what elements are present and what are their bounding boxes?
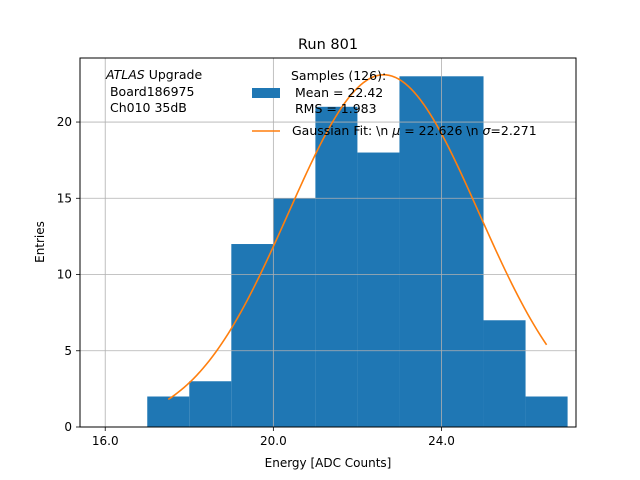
svg-text:ATLAS Upgrade: ATLAS Upgrade xyxy=(105,67,202,82)
legend-samples-line1: Samples (126): xyxy=(291,68,386,83)
y-tick-label: 20 xyxy=(57,115,72,129)
histogram-bar xyxy=(315,106,358,427)
plot-frame xyxy=(79,57,577,428)
x-tick-label: 24.0 xyxy=(428,434,455,448)
channel-label: Ch010 35dB xyxy=(106,100,187,115)
y-axis-ticks: 0 5 10 15 20 xyxy=(57,115,80,434)
legend-fit-label: Gaussian Fit: \n μ = 22.626 \n σ=2.271 xyxy=(292,123,537,138)
y-axis-label: Entries xyxy=(33,221,47,263)
histogram-bar xyxy=(441,76,484,428)
board-label: Board186975 xyxy=(106,84,194,99)
y-tick-label: 0 xyxy=(64,420,72,434)
x-tick-label: 20.0 xyxy=(260,434,287,448)
y-tick-label: 10 xyxy=(57,268,72,282)
legend-samples-line2: Mean = 22.42 xyxy=(291,85,383,100)
x-tick-label: 16.0 xyxy=(92,434,119,448)
chart-title: Run 801 xyxy=(298,37,358,53)
gaussian-fit xyxy=(167,73,548,401)
histogram-bar xyxy=(189,381,232,427)
y-tick-label: 5 xyxy=(64,344,72,358)
histogram-bar xyxy=(525,396,568,427)
legend-samples-line3: RMS = 1.983 xyxy=(291,101,377,116)
atlas-label: ATLAS xyxy=(105,67,145,82)
atlas-annotation: ATLAS Upgrade Board186975 Ch010 35dB xyxy=(105,67,202,115)
x-axis-ticks: 16.0 20.0 24.0 xyxy=(92,427,455,448)
histogram-bar xyxy=(357,152,400,428)
x-axis-label: Energy [ADC Counts] xyxy=(265,456,392,470)
histogram-bar xyxy=(273,198,316,427)
y-tick-label: 15 xyxy=(57,191,72,205)
legend: Samples (126): Mean = 22.42 RMS = 1.983 … xyxy=(252,68,537,138)
atlas-upgrade-label: Upgrade xyxy=(145,67,203,82)
fit-curve xyxy=(167,73,548,401)
legend-samples-swatch xyxy=(252,88,280,98)
histogram-bar xyxy=(231,244,274,427)
histogram-bar xyxy=(147,396,190,427)
histogram-bar xyxy=(399,76,442,428)
histogram-bar xyxy=(483,320,526,427)
